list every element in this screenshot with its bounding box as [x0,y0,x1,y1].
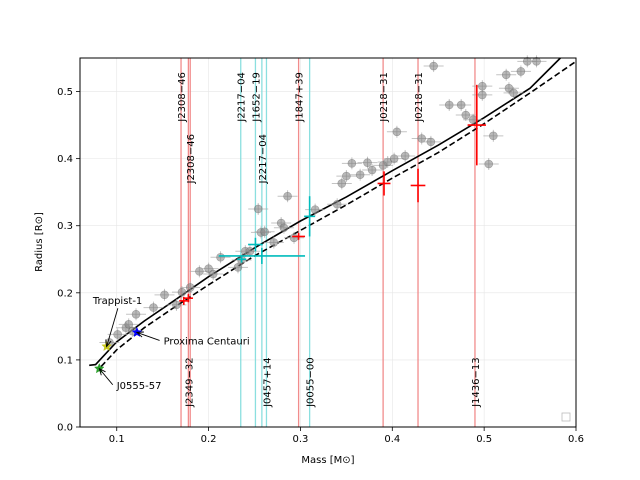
mass-line-label: J1436−13 [471,357,482,408]
bg-star-point [516,67,526,76]
x-tick-label: 0.4 [384,434,400,445]
bg-star-point [310,205,320,214]
bg-star-point [337,179,347,188]
bg-star-point [484,159,494,169]
bg-star-point [279,223,289,233]
model-curves [89,57,577,368]
bg-star-point [269,238,279,247]
bg-star-point [172,300,181,310]
bg-star-point [131,309,141,319]
bg-star-point [177,287,187,297]
bg-star-point [113,330,122,339]
annotation-arrow-line [98,368,114,386]
bg-star-point [532,57,541,66]
background-stars [99,55,547,349]
bg-star-point [289,233,299,243]
mass-line-label: J0055−00 [306,357,317,408]
y-tick-label: 0.5 [57,87,73,98]
annotation-label: Proxima Centauri [164,336,250,347]
plot-frame [79,57,577,428]
x-axis-label: Mass [M⊙] [301,455,354,466]
bg-star-point [461,110,471,120]
bg-star-point [260,227,269,237]
bg-star-point [216,252,225,262]
annotation-arrow-line [106,308,119,347]
bg-star-point [342,171,351,181]
bg-star-point [363,158,372,167]
bg-star-point [429,61,438,71]
bg-star-point [253,204,263,214]
bg-star-point [468,115,478,125]
annotation-arrow-head [105,339,112,348]
grid [80,58,577,428]
x-tick-label: 0.3 [292,434,308,445]
mass-line-label: J0457+14 [263,357,274,408]
bg-star-point [478,90,487,100]
y-tick-label: 0.2 [57,288,73,299]
annotation-arrow-head [135,331,144,338]
bg-star-point [185,283,195,292]
bg-star-point [400,151,410,161]
annotation-label: Trappist-1 [92,296,142,307]
bg-star-point [392,127,402,137]
y-axis-label: Radius [R⊙] [34,212,45,272]
annotation-arrow-head [98,367,106,376]
y-tick-label: 0.1 [57,355,73,366]
bg-star-point [426,137,436,147]
x-tick-label: 0.6 [568,434,584,445]
annotation-arrow-line [136,331,160,341]
mass-line-label: J2217−04 [237,72,248,123]
bg-star-point [124,320,133,329]
bg-star-point [489,131,498,141]
mass-lines [180,58,476,427]
bg-star-point [355,170,365,180]
y-tick-label: 0.0 [57,423,73,434]
mass-line-label: J0218−31 [414,72,425,123]
bg-star-point [195,267,204,276]
mass-line-label: J2308−46 [186,134,197,185]
y-tick-label: 0.4 [57,154,73,165]
bg-star-point [283,191,292,201]
mass-line-label: J2217−04 [258,134,269,185]
model-curve-dashed [100,60,577,368]
y-tick-label: 0.3 [57,221,73,232]
bg-star-point [149,303,158,312]
mass-line-label: J2349−32 [184,357,195,408]
bg-star-point [208,269,218,279]
new-binaries [218,196,316,264]
annotation-label: J0555-57 [116,381,162,392]
bg-star-point [389,154,399,163]
axes: 0.1 0.2 0.3 0.4 0.5 0.6 0.0 0.1 0.2 0.3 0.4 0.5 [57,87,584,445]
bg-star-point [456,100,466,110]
mass-line-label: J1652−19 [251,72,262,123]
eclipsing-binaries [179,84,486,305]
mass-line-label: J1847+39 [295,72,306,123]
bg-star-point [245,246,255,256]
legend-box [561,412,571,422]
mass-line-label: J2308−46 [177,72,188,123]
x-tick-label: 0.2 [201,434,217,445]
bg-star-point [160,290,169,300]
mass-line-label: J0218−31 [379,72,390,123]
bg-star-point [332,199,342,209]
bg-star-point [367,165,377,175]
star-annotations: Trappist-1 Proxima Centauri J0555-57 [92,296,250,392]
bg-star-point [347,159,357,168]
x-tick-label: 0.5 [476,434,492,445]
bg-star-point [509,88,518,98]
x-tick-label: 0.1 [109,434,125,445]
model-curve-solid [89,57,561,367]
bg-star-point [501,70,511,80]
bg-star-point [233,263,243,272]
bg-star-point [417,134,426,143]
